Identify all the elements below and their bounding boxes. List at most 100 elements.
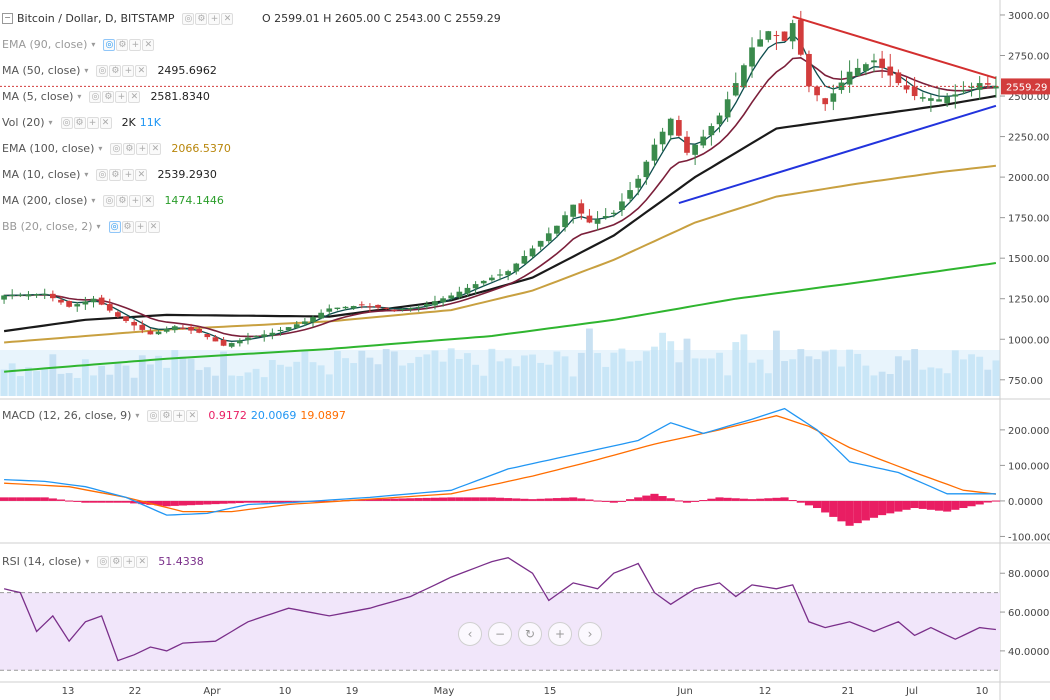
volume-bar bbox=[951, 350, 959, 396]
indicator-value: 2K bbox=[121, 116, 136, 129]
indicator-controls[interactable]: ◎ ⚙ + ✕ bbox=[60, 116, 112, 129]
volume-bar bbox=[602, 366, 610, 396]
scroll-left-icon[interactable]: ‹ bbox=[458, 622, 482, 646]
macd-histogram-bar bbox=[373, 498, 383, 501]
volume-bar bbox=[740, 334, 748, 396]
macd-histogram-bar bbox=[699, 500, 708, 502]
chevron-down-icon[interactable]: ▾ bbox=[85, 557, 90, 566]
macd-histogram-bar bbox=[48, 498, 57, 501]
volume-bar bbox=[106, 374, 114, 396]
indicator-controls[interactable]: ◎ ⚙ + ✕ bbox=[103, 38, 155, 51]
macd-histogram-bar bbox=[243, 500, 253, 503]
macd-label: MACD (12, 26, close, 9) bbox=[2, 409, 132, 422]
macd-histogram-bar bbox=[81, 500, 90, 503]
volume-bar bbox=[789, 359, 797, 396]
volume-bar bbox=[480, 375, 488, 396]
chevron-down-icon[interactable]: ▾ bbox=[98, 144, 103, 153]
candle-body bbox=[521, 256, 528, 264]
candle-body bbox=[456, 291, 463, 298]
macd-histogram-bar bbox=[430, 497, 440, 501]
price-tick-label: 3000.00 bbox=[1008, 11, 1049, 22]
chevron-down-icon[interactable]: ▾ bbox=[48, 118, 53, 127]
macd-histogram-bar bbox=[113, 500, 122, 503]
volume-bar bbox=[626, 361, 634, 396]
chevron-down-icon[interactable]: ▾ bbox=[84, 170, 89, 179]
volume-bar bbox=[960, 359, 967, 396]
volume-bar bbox=[870, 375, 878, 396]
chevron-down-icon[interactable]: ▾ bbox=[96, 222, 101, 231]
candle-body bbox=[627, 190, 633, 199]
macd-histogram-bar bbox=[593, 500, 602, 502]
macd-histogram-bar bbox=[390, 498, 399, 501]
macd-histogram-bar bbox=[73, 500, 82, 502]
macd-histogram-bar bbox=[479, 497, 488, 501]
reset-icon[interactable]: ↻ bbox=[518, 622, 542, 646]
symbol-controls[interactable]: ◎ ⚙ + ✕ bbox=[182, 12, 234, 25]
macd-value-hist: 0.9172 bbox=[208, 409, 247, 422]
ma200-line bbox=[4, 262, 997, 373]
candle-body bbox=[253, 336, 259, 338]
candle-body bbox=[952, 94, 959, 97]
macd-signal-line bbox=[4, 415, 996, 513]
candle-body bbox=[993, 86, 999, 89]
time-tick-label: 15 bbox=[544, 686, 557, 697]
price-tick-label: 1500.00 bbox=[1008, 254, 1049, 265]
zoom-in-icon[interactable]: + bbox=[548, 622, 572, 646]
indicator-controls[interactable]: ◎ ⚙ + ✕ bbox=[96, 168, 148, 181]
indicator-legend-row: MA (5, close) ▾ ◎ ⚙ + ✕ 2581.8340 bbox=[2, 90, 210, 103]
last-price-tag bbox=[1001, 78, 1050, 95]
macd-histogram-bar bbox=[422, 497, 431, 501]
volume-bar bbox=[114, 363, 122, 396]
collapse-icon[interactable]: − bbox=[2, 13, 13, 24]
macd-histogram-bar bbox=[97, 500, 106, 503]
chevron-down-icon[interactable]: ▾ bbox=[135, 411, 140, 420]
candle-body bbox=[147, 331, 154, 335]
candle-body bbox=[814, 86, 820, 96]
macd-histogram-bar bbox=[520, 498, 529, 501]
volume-bar bbox=[187, 358, 195, 396]
indicator-label: MA (50, close) bbox=[2, 64, 81, 77]
volume-bar bbox=[415, 356, 423, 396]
candle-body bbox=[228, 343, 235, 347]
volume-bar bbox=[862, 365, 870, 396]
indicator-controls[interactable]: ◎ ⚙ + ✕ bbox=[89, 90, 141, 103]
scroll-right-icon[interactable]: › bbox=[578, 622, 602, 646]
macd-histogram-bar bbox=[918, 500, 927, 509]
macd-histogram-bar bbox=[926, 500, 935, 510]
macd-histogram-bar bbox=[178, 500, 187, 506]
chevron-down-icon[interactable]: ▾ bbox=[91, 196, 96, 205]
chevron-down-icon[interactable]: ▾ bbox=[77, 92, 82, 101]
volume-bar bbox=[667, 341, 675, 396]
volume-bar bbox=[642, 351, 650, 396]
volume-bar bbox=[293, 361, 301, 396]
indicator-legend-row: MA (10, close) ▾ ◎ ⚙ + ✕ 2539.2930 bbox=[2, 168, 217, 181]
indicator-value: 2495.6962 bbox=[157, 64, 217, 77]
volume-bar bbox=[764, 373, 772, 396]
volume-bar bbox=[935, 368, 943, 396]
candle-body bbox=[806, 53, 812, 87]
zoom-out-icon[interactable]: − bbox=[488, 622, 512, 646]
candle-body bbox=[554, 225, 560, 234]
macd-histogram-bar bbox=[536, 498, 545, 501]
candle-body bbox=[513, 263, 520, 272]
volume-bar bbox=[90, 375, 97, 396]
indicator-controls[interactable]: ◎ ⚙ + ✕ bbox=[96, 64, 148, 77]
macd-histogram-bar bbox=[439, 497, 448, 501]
rsi-controls[interactable]: ◎ ⚙ + ✕ bbox=[97, 555, 149, 568]
indicator-controls[interactable]: ◎ ⚙ + ✕ bbox=[110, 142, 162, 155]
volume-bar bbox=[984, 369, 992, 396]
indicator-controls[interactable]: ◎ ⚙ + ✕ bbox=[108, 220, 160, 233]
macd-histogram-bar bbox=[195, 500, 204, 505]
candle-body bbox=[415, 306, 422, 308]
indicator-label: EMA (90, close) bbox=[2, 38, 88, 51]
macd-controls[interactable]: ◎ ⚙ + ✕ bbox=[147, 409, 199, 422]
volume-bar bbox=[594, 353, 601, 396]
indicator-controls[interactable]: ◎ ⚙ + ✕ bbox=[103, 194, 155, 207]
chevron-down-icon[interactable]: ▾ bbox=[84, 66, 89, 75]
volume-bar bbox=[155, 355, 162, 396]
time-tick-label: 22 bbox=[129, 686, 142, 697]
chevron-down-icon[interactable]: ▾ bbox=[91, 40, 96, 49]
macd-histogram-bar bbox=[398, 498, 407, 501]
candle-body bbox=[472, 284, 479, 289]
volume-bar bbox=[919, 369, 927, 396]
